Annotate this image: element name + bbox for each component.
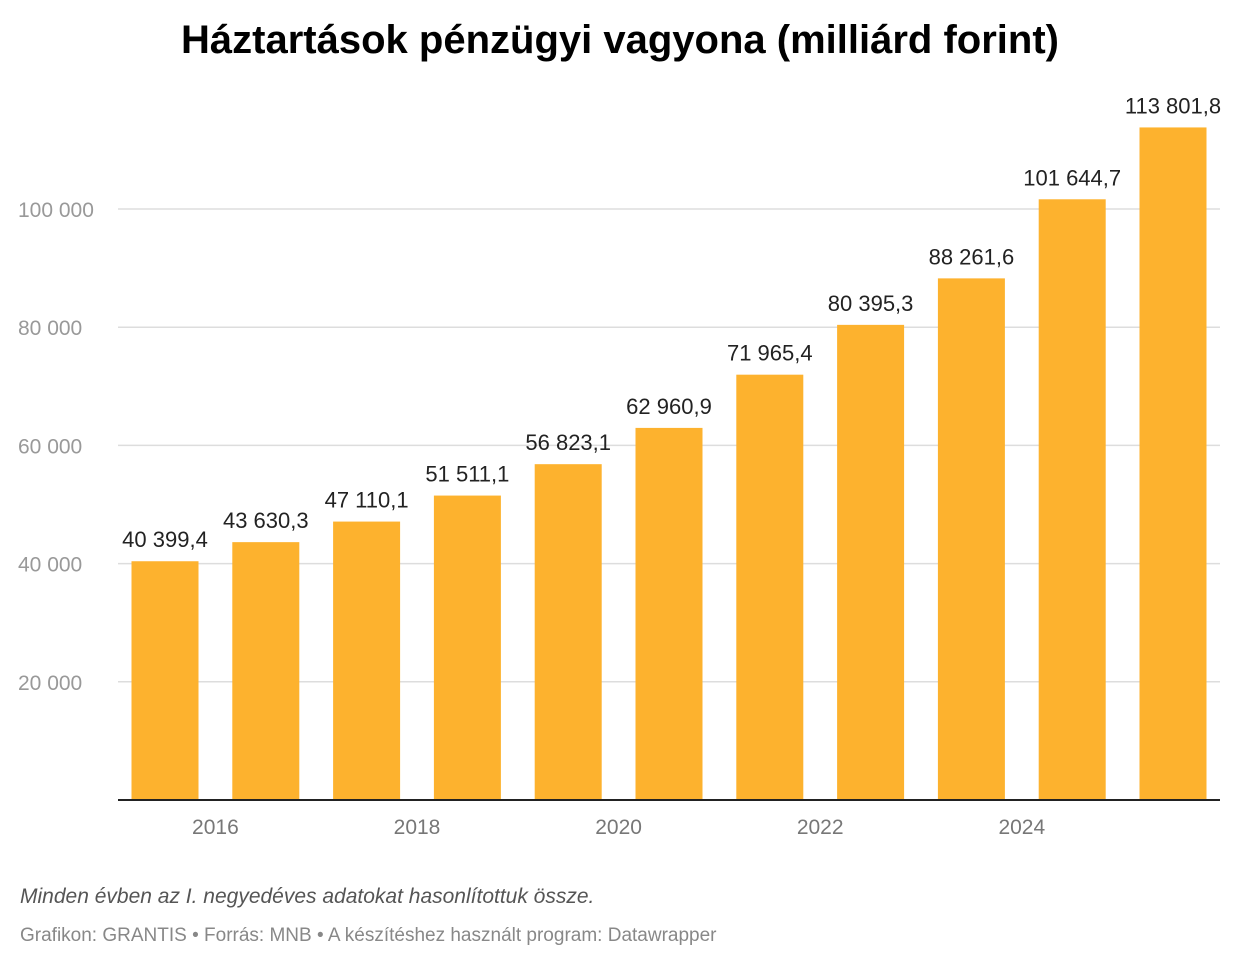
x-tick-label: 2018 [394,816,441,839]
x-tick-label: 2016 [192,816,239,839]
bar-2024 [1038,199,1106,801]
y-axis-ticks: 20 000 40 000 60 000 80 000 100 000 [18,199,94,695]
x-tick-label: 2020 [595,816,642,839]
bar-2016 [232,542,300,800]
bar-2021 [736,374,804,800]
bar-2017 [333,521,401,800]
data-label-2020: 62 960,9 [626,394,712,419]
data-label-2021: 71 965,4 [727,341,813,366]
data-label-2024: 101 644,7 [1023,165,1121,190]
bar-2019 [534,464,602,800]
data-label-2023: 88 261,6 [929,244,1015,269]
bar-chart: 20 000 40 000 60 000 80 000 100 000 40 399,4… [18,93,1221,839]
chart-footer: Grafikon: GRANTIS • Forrás: MNB • A kész… [20,925,717,946]
data-label-2019: 56 823,1 [525,430,611,455]
data-label-2015: 40 399,4 [122,527,208,552]
x-tick-label: 2022 [797,816,844,839]
bar-2022 [837,324,905,800]
chart-title: Háztartások pénzügyi vagyona (milliárd f… [181,18,1059,62]
x-axis-ticks: 2016 2018 2020 2022 2024 [192,816,1045,839]
y-tick-label: 60 000 [18,435,82,458]
bar-2018 [433,495,501,800]
bar-2025 [1139,127,1207,801]
bars [131,127,1207,801]
y-tick-label: 100 000 [18,199,94,222]
y-tick-label: 40 000 [18,554,82,577]
data-label-2022: 80 395,3 [828,291,914,316]
chart-note: Minden évben az I. negyedéves adatokat h… [20,885,595,908]
data-label-2016: 43 630,3 [223,508,309,533]
data-label-2017: 47 110,1 [325,488,409,513]
y-tick-label: 20 000 [18,672,82,695]
bar-2020 [635,427,703,800]
data-labels: 40 399,4 43 630,3 47 110,1 51 511,1 56 823,1… [122,93,1221,552]
y-tick-label: 80 000 [18,317,82,340]
x-tick-label: 2024 [998,816,1045,839]
bar-2015 [131,561,199,800]
data-label-2025: 113 801,8 [1125,93,1221,118]
data-label-2018: 51 511,1 [425,462,509,487]
bar-2023 [937,278,1005,801]
